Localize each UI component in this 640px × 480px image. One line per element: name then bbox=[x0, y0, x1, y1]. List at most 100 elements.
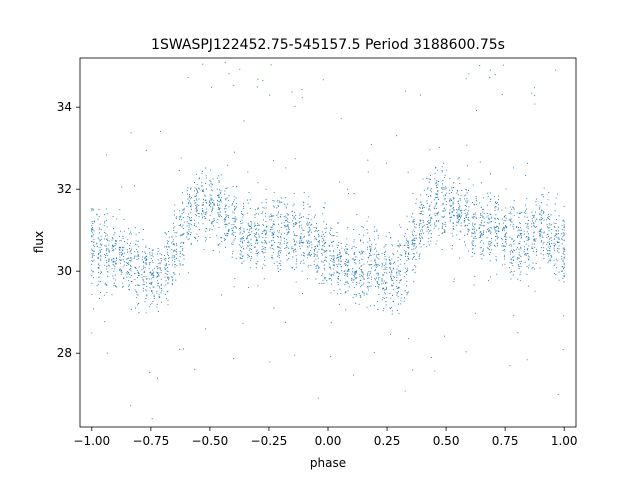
data-point bbox=[361, 253, 363, 255]
data-point bbox=[434, 167, 437, 169]
data-point bbox=[104, 245, 106, 247]
data-point bbox=[542, 196, 544, 198]
data-point bbox=[414, 265, 416, 267]
data-point bbox=[375, 247, 377, 249]
data-point bbox=[285, 207, 288, 209]
data-point bbox=[512, 167, 515, 169]
data-point bbox=[203, 212, 205, 214]
data-point bbox=[294, 354, 296, 356]
data-point bbox=[265, 234, 267, 236]
data-point bbox=[276, 261, 278, 263]
data-point bbox=[263, 263, 265, 265]
data-point bbox=[107, 264, 109, 266]
data-point bbox=[371, 276, 373, 278]
data-point bbox=[196, 206, 198, 208]
data-point bbox=[543, 211, 545, 213]
data-point bbox=[323, 242, 325, 244]
data-point bbox=[233, 234, 235, 236]
data-point bbox=[225, 187, 227, 190]
data-point bbox=[129, 233, 131, 235]
data-point bbox=[408, 258, 410, 260]
data-point bbox=[418, 224, 420, 226]
data-point bbox=[468, 250, 470, 252]
data-point bbox=[405, 238, 407, 240]
data-point bbox=[262, 211, 264, 213]
data-point bbox=[247, 222, 249, 224]
data-point bbox=[547, 246, 549, 248]
data-point bbox=[468, 228, 470, 230]
data-point bbox=[116, 218, 118, 220]
data-point bbox=[405, 233, 407, 235]
data-point bbox=[456, 192, 458, 194]
data-point bbox=[442, 232, 444, 234]
data-point bbox=[524, 261, 526, 263]
data-point bbox=[174, 204, 176, 206]
data-point bbox=[195, 198, 197, 200]
data-point bbox=[400, 297, 402, 299]
data-point bbox=[115, 243, 117, 245]
data-point bbox=[535, 201, 537, 203]
data-point bbox=[555, 274, 557, 276]
data-point bbox=[216, 194, 219, 196]
data-point bbox=[475, 218, 477, 220]
data-point bbox=[205, 238, 207, 240]
data-point bbox=[541, 240, 543, 242]
data-point bbox=[152, 260, 154, 262]
data-point bbox=[159, 267, 161, 269]
data-point bbox=[126, 242, 128, 244]
data-point bbox=[92, 234, 95, 236]
data-point bbox=[422, 226, 424, 228]
data-point bbox=[488, 248, 490, 251]
data-point bbox=[435, 183, 437, 185]
data-point bbox=[180, 234, 182, 236]
data-point bbox=[358, 233, 360, 235]
data-point bbox=[480, 212, 482, 215]
data-point bbox=[150, 272, 152, 274]
data-point bbox=[153, 295, 155, 297]
data-point bbox=[459, 198, 461, 200]
data-point bbox=[510, 243, 512, 245]
data-point bbox=[520, 234, 522, 236]
data-point bbox=[383, 280, 385, 282]
data-point bbox=[149, 262, 151, 264]
data-point bbox=[256, 253, 258, 255]
data-point bbox=[479, 247, 481, 249]
data-point bbox=[460, 215, 463, 217]
data-point bbox=[179, 242, 181, 244]
data-point bbox=[239, 68, 241, 70]
data-point bbox=[112, 237, 114, 239]
data-point bbox=[277, 211, 280, 213]
data-point bbox=[186, 221, 188, 223]
data-point bbox=[115, 259, 117, 261]
data-point bbox=[91, 269, 93, 272]
data-point bbox=[491, 227, 493, 229]
data-point bbox=[353, 253, 355, 255]
data-point bbox=[273, 241, 275, 243]
data-point bbox=[262, 236, 264, 239]
data-point bbox=[286, 203, 289, 205]
data-point bbox=[510, 245, 512, 247]
data-point bbox=[353, 252, 355, 254]
data-point bbox=[152, 271, 155, 273]
data-point bbox=[198, 188, 200, 190]
data-point bbox=[187, 222, 189, 224]
data-point bbox=[509, 365, 511, 367]
data-point bbox=[449, 204, 451, 206]
data-point bbox=[495, 222, 497, 224]
data-point bbox=[512, 256, 514, 258]
data-point bbox=[338, 260, 340, 262]
data-point bbox=[531, 226, 533, 228]
data-point bbox=[351, 279, 353, 281]
data-point bbox=[280, 214, 282, 216]
data-point bbox=[400, 279, 402, 281]
data-point bbox=[248, 249, 250, 251]
data-point bbox=[340, 263, 342, 265]
data-point bbox=[179, 252, 181, 254]
data-point bbox=[122, 266, 124, 268]
data-point bbox=[358, 267, 360, 269]
data-point bbox=[398, 270, 400, 272]
data-point bbox=[301, 227, 303, 229]
data-point bbox=[354, 262, 356, 264]
data-point bbox=[404, 263, 406, 265]
